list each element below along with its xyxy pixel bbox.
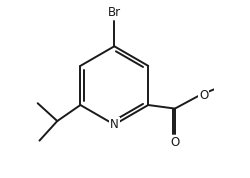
- Text: O: O: [170, 136, 179, 149]
- Text: Br: Br: [108, 6, 121, 19]
- Text: N: N: [110, 118, 119, 131]
- Text: O: O: [199, 89, 208, 102]
